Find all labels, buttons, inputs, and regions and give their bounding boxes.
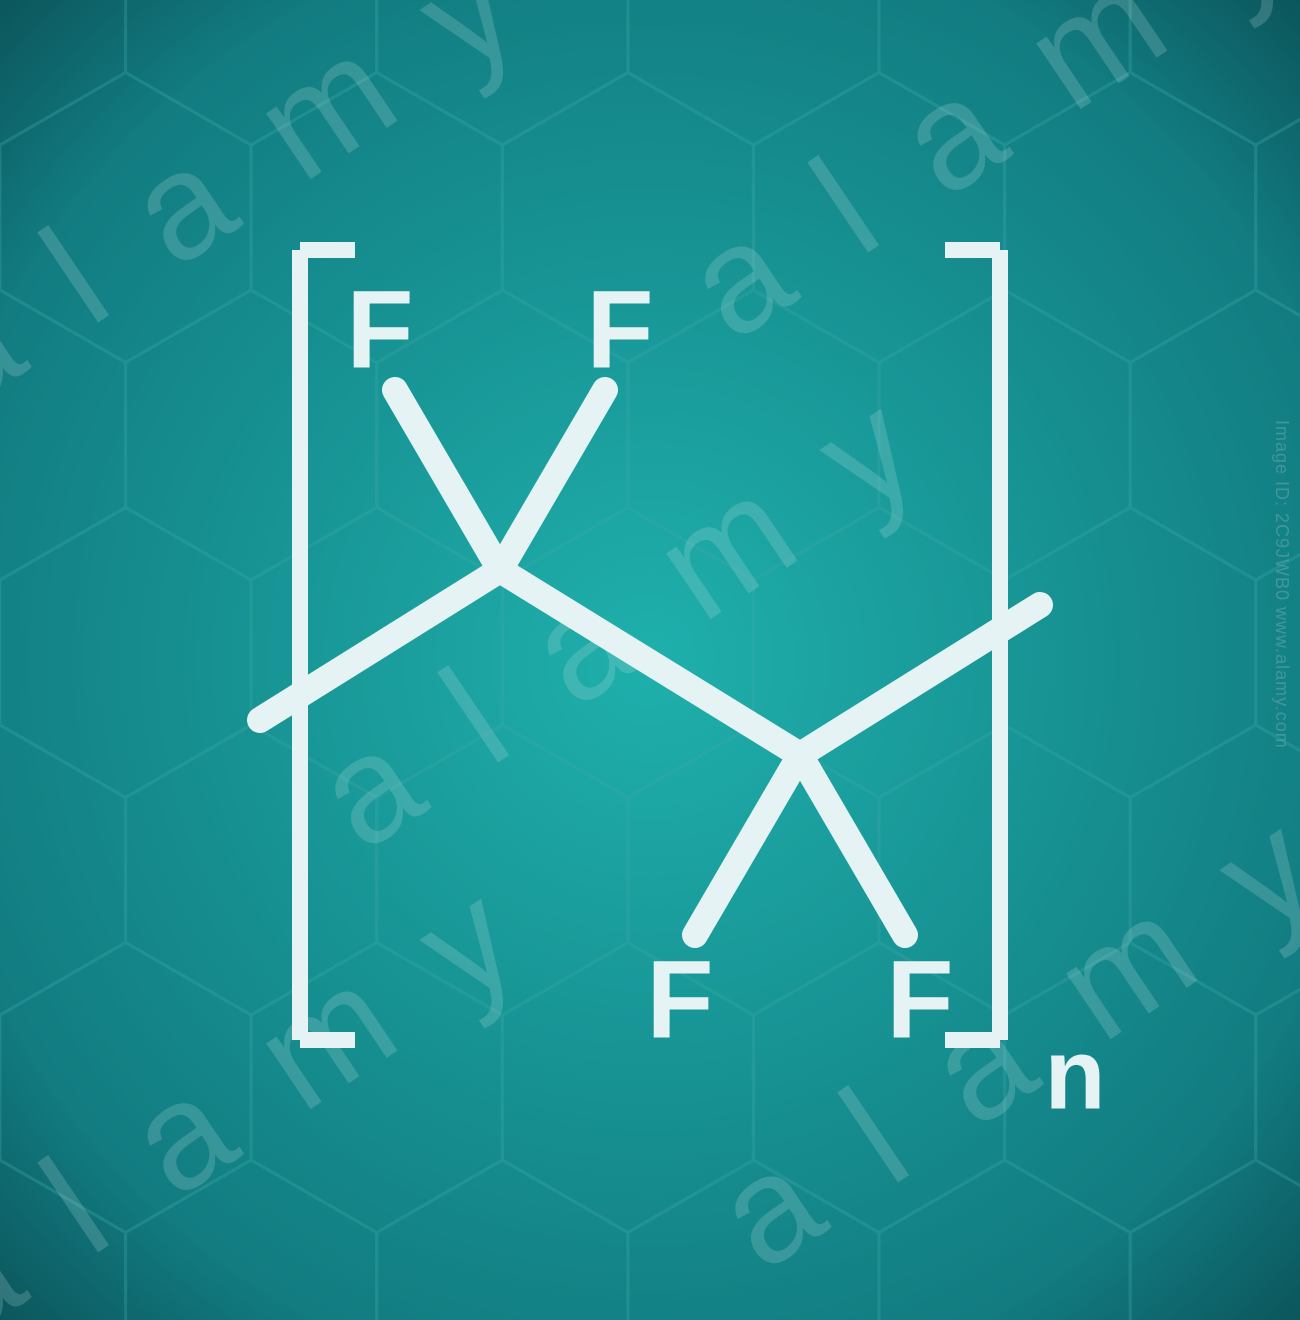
repeat-subscript: n xyxy=(1044,1018,1105,1133)
image-id-text: Image ID: 2C9JWB0 www.alamy.com xyxy=(1271,420,1292,749)
fluorine-label: F xyxy=(586,267,653,394)
fluorine-label: F xyxy=(886,937,953,1064)
molecule-diagram: a l a m ya l a m ya l a m ya l a m ya l … xyxy=(0,0,1300,1320)
fluorine-label: F xyxy=(346,267,413,394)
fluorine-label: F xyxy=(646,937,713,1064)
